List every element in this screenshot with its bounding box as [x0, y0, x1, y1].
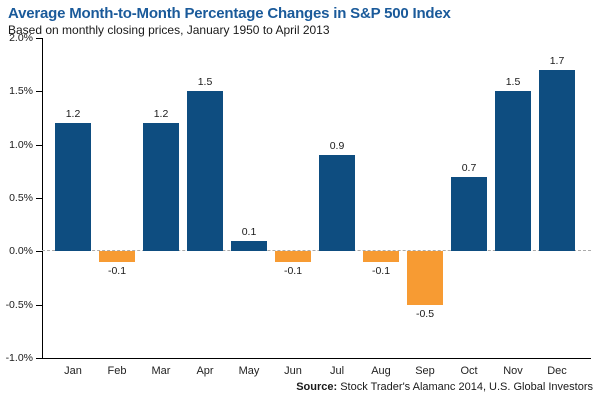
x-axis-label-aug: Aug — [371, 365, 391, 377]
y-axis-tick-label: -0.5% — [5, 298, 33, 311]
x-axis-label-apr: Apr — [196, 365, 214, 377]
bar-value-label: 1.7 — [549, 55, 565, 67]
bar-value-label: -0.1 — [283, 265, 303, 277]
y-axis-tick-label: 1.5% — [9, 85, 33, 98]
y-axis-tick-label: 0.0% — [9, 245, 33, 258]
bar-oct — [451, 176, 487, 252]
y-axis-tick — [36, 38, 42, 39]
bar-jan — [55, 123, 91, 252]
y-axis-tick-label: 2.0% — [9, 32, 33, 44]
y-axis-tick-label: 1.0% — [9, 138, 33, 151]
x-axis-label-jun: Jun — [284, 365, 302, 377]
bar-value-label: 0.1 — [241, 225, 257, 238]
bar-jun — [275, 251, 311, 262]
y-axis-tick-label: -1.0% — [5, 352, 33, 364]
y-axis-tick — [36, 144, 42, 146]
chart-title: Average Month-to-Month Percentage Change… — [8, 5, 451, 22]
y-axis-tick — [36, 251, 42, 253]
x-axis-label-feb: Feb — [107, 365, 127, 377]
x-axis-baseline — [42, 358, 591, 359]
bar-apr — [187, 91, 223, 252]
y-axis-tick — [36, 91, 42, 93]
bar-value-label: 0.9 — [329, 140, 345, 153]
bar-may — [231, 240, 267, 252]
x-axis-label-dec: Dec — [547, 365, 567, 377]
x-axis-label-may: May — [238, 365, 260, 377]
y-axis-tick — [36, 358, 42, 359]
source-attribution: Source: Stock Trader's Alamanc 2014, U.S… — [296, 381, 593, 393]
bar-mar — [143, 123, 179, 252]
bar-nov — [495, 91, 531, 252]
bar-jul — [319, 155, 355, 252]
zero-reference-line — [42, 250, 591, 252]
bar-dec — [539, 70, 575, 252]
y-axis-tick-label: 0.5% — [9, 192, 33, 204]
chart-subtitle: Based on monthly closing prices, January… — [8, 23, 330, 37]
x-axis-label-mar: Mar — [151, 365, 171, 377]
x-axis-label-jan: Jan — [64, 365, 82, 377]
x-axis-label-sep: Sep — [415, 365, 435, 377]
bar-feb — [99, 251, 135, 262]
bar-sep — [407, 251, 443, 305]
bar-value-label: 1.5 — [505, 76, 521, 89]
x-axis-label-nov: Nov — [503, 365, 523, 377]
x-axis-label-jul: Jul — [329, 365, 345, 377]
bar-value-label: -0.5 — [415, 307, 435, 320]
source-label: Source: — [296, 381, 338, 393]
source-text: Stock Trader's Alamanc 2014, U.S. Global… — [337, 381, 593, 393]
y-axis-tick — [36, 304, 42, 306]
bar-value-label: -0.1 — [107, 265, 127, 277]
bar-value-label: 0.7 — [461, 161, 477, 174]
y-axis-line — [42, 38, 43, 358]
bar-value-label: 1.2 — [65, 108, 81, 121]
bar-aug — [363, 251, 399, 262]
bar-value-label: 1.2 — [153, 108, 169, 121]
x-axis-label-oct: Oct — [460, 365, 478, 377]
y-axis-tick — [36, 198, 42, 199]
bar-value-label: 1.5 — [197, 76, 213, 89]
bar-value-label: -0.1 — [371, 265, 391, 277]
